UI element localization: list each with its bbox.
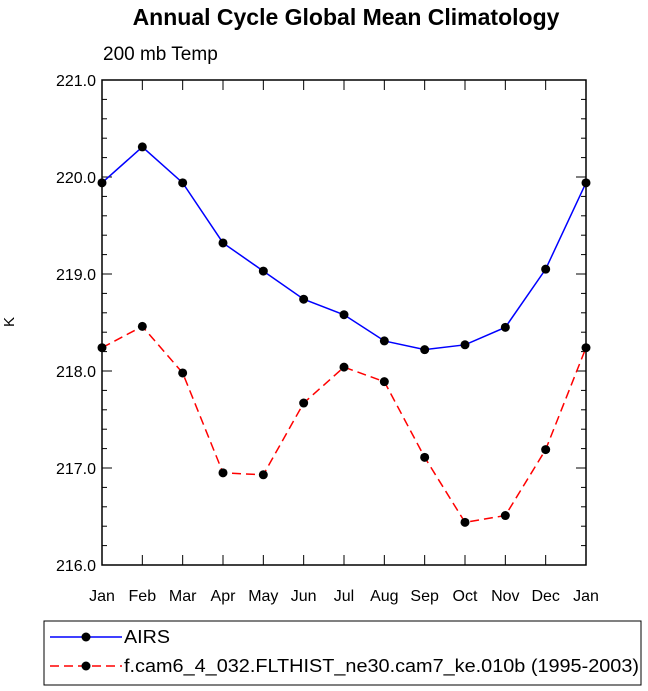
series-line [101, 145, 587, 351]
x-tick-label: Sep [410, 588, 439, 605]
data-point [420, 452, 430, 462]
data-point [137, 321, 147, 331]
x-tick-label: Oct [453, 588, 478, 605]
series-1 [97, 142, 591, 355]
data-point [581, 343, 591, 353]
data-point [339, 310, 349, 320]
legend-box [43, 620, 642, 686]
x-tick-label: Dec [531, 588, 559, 605]
series-2 [97, 321, 591, 527]
data-point [500, 322, 510, 332]
x-tick-label: Aug [370, 588, 398, 605]
x-tick-label: Apr [211, 588, 237, 605]
data-point [541, 445, 551, 455]
data-point [460, 340, 470, 350]
y-tick-label: 220.0 [56, 170, 96, 187]
data-point [339, 362, 349, 372]
data-point [218, 468, 228, 478]
series-line [101, 325, 587, 524]
data-point [581, 178, 591, 188]
legend-marker-1 [81, 632, 91, 642]
data-point [137, 142, 147, 152]
data-point [460, 517, 470, 527]
data-point [379, 336, 389, 346]
data-point [379, 377, 389, 387]
data-point [299, 398, 309, 408]
y-tick-label: 219.0 [56, 267, 96, 284]
y-tick-label: 218.0 [56, 364, 96, 381]
data-point [258, 266, 268, 276]
data-point [299, 294, 309, 304]
x-tick-label: May [248, 588, 278, 605]
data-point [420, 345, 430, 355]
x-tick-label: Mar [169, 588, 197, 605]
data-point [218, 238, 228, 248]
y-tick-label: 217.0 [56, 461, 96, 478]
x-tick-label: Feb [129, 588, 157, 605]
chart-subtitle: 200 mb Temp [103, 44, 218, 65]
legend-marker-2 [81, 661, 91, 671]
y-tick-label: 216.0 [56, 558, 96, 575]
y-tick-label: 221.0 [56, 73, 96, 90]
data-point [258, 470, 268, 480]
x-tick-label: Jun [291, 588, 317, 605]
chart-title: Annual Cycle Global Mean Climatology [133, 4, 560, 30]
data-point [97, 178, 107, 188]
legend-label-2: f.cam6_4_032.FLTHIST_ne30.cam7_ke.010b (… [124, 656, 639, 677]
data-point [178, 178, 188, 188]
x-tick-label: Nov [491, 588, 519, 605]
plot-area: 216.0 217.0 218.0 219.0 220.0 221.0 Jan Feb Mar A… [56, 73, 599, 605]
data-point [500, 511, 510, 521]
data-point [541, 264, 551, 274]
x-tick-label: Jan [573, 588, 599, 605]
plot-frame [101, 79, 587, 566]
legend: AIRS f.cam6_4_032.FLTHIST_ne30.cam7_ke.01… [43, 620, 642, 686]
data-point [178, 368, 188, 378]
data-point [97, 343, 107, 353]
x-tick-label: Jan [89, 588, 115, 605]
legend-label-1: AIRS [124, 627, 170, 647]
x-tick-label: Jul [334, 588, 354, 605]
y-axis-label: K [1, 317, 18, 327]
